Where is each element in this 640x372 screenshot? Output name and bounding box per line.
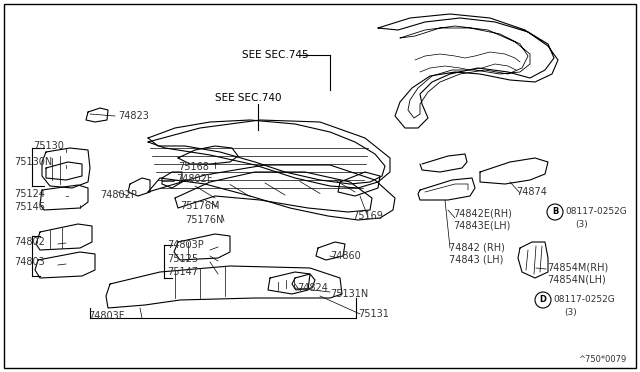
Text: 75147: 75147 [167, 267, 198, 277]
Text: 74803: 74803 [14, 257, 45, 267]
Text: 08117-0252G: 08117-0252G [565, 208, 627, 217]
Text: 75176M: 75176M [180, 201, 220, 211]
Text: 74823: 74823 [118, 111, 149, 121]
Text: 75131: 75131 [358, 309, 389, 319]
Text: 75176N: 75176N [185, 215, 223, 225]
Text: D: D [540, 295, 547, 305]
Text: 74874: 74874 [516, 187, 547, 197]
Text: 74843 (LH): 74843 (LH) [449, 254, 504, 264]
Text: 74843E(LH): 74843E(LH) [453, 220, 510, 230]
Text: 75131N: 75131N [330, 289, 368, 299]
Text: 75168: 75168 [178, 162, 209, 172]
Text: 75146: 75146 [14, 202, 45, 212]
Text: ^750*0079: ^750*0079 [578, 356, 627, 365]
Text: 74860: 74860 [330, 251, 361, 261]
Text: B: B [552, 208, 558, 217]
Text: 74803F: 74803F [88, 311, 124, 321]
Text: 74842 (RH): 74842 (RH) [449, 242, 505, 252]
Text: 08117-0252G: 08117-0252G [553, 295, 615, 305]
Text: 74803P: 74803P [167, 240, 204, 250]
Text: SEE SEC.740: SEE SEC.740 [215, 93, 282, 103]
Text: 75125: 75125 [167, 254, 198, 264]
Text: 74854M(RH): 74854M(RH) [547, 263, 608, 273]
Text: 74854N(LH): 74854N(LH) [547, 275, 605, 285]
Text: 74802P: 74802P [100, 190, 137, 200]
Text: 74824: 74824 [297, 283, 328, 293]
Text: 74802F: 74802F [176, 174, 212, 184]
Text: 74802: 74802 [14, 237, 45, 247]
Text: 75124: 75124 [14, 189, 45, 199]
Text: 75130N: 75130N [14, 157, 52, 167]
Text: 74842E(RH): 74842E(RH) [453, 209, 512, 219]
Text: SEE SEC.745: SEE SEC.745 [242, 50, 308, 60]
Text: 75169: 75169 [352, 211, 383, 221]
Text: (3): (3) [564, 308, 577, 317]
Text: 75130: 75130 [33, 141, 64, 151]
Text: (3): (3) [575, 219, 588, 228]
